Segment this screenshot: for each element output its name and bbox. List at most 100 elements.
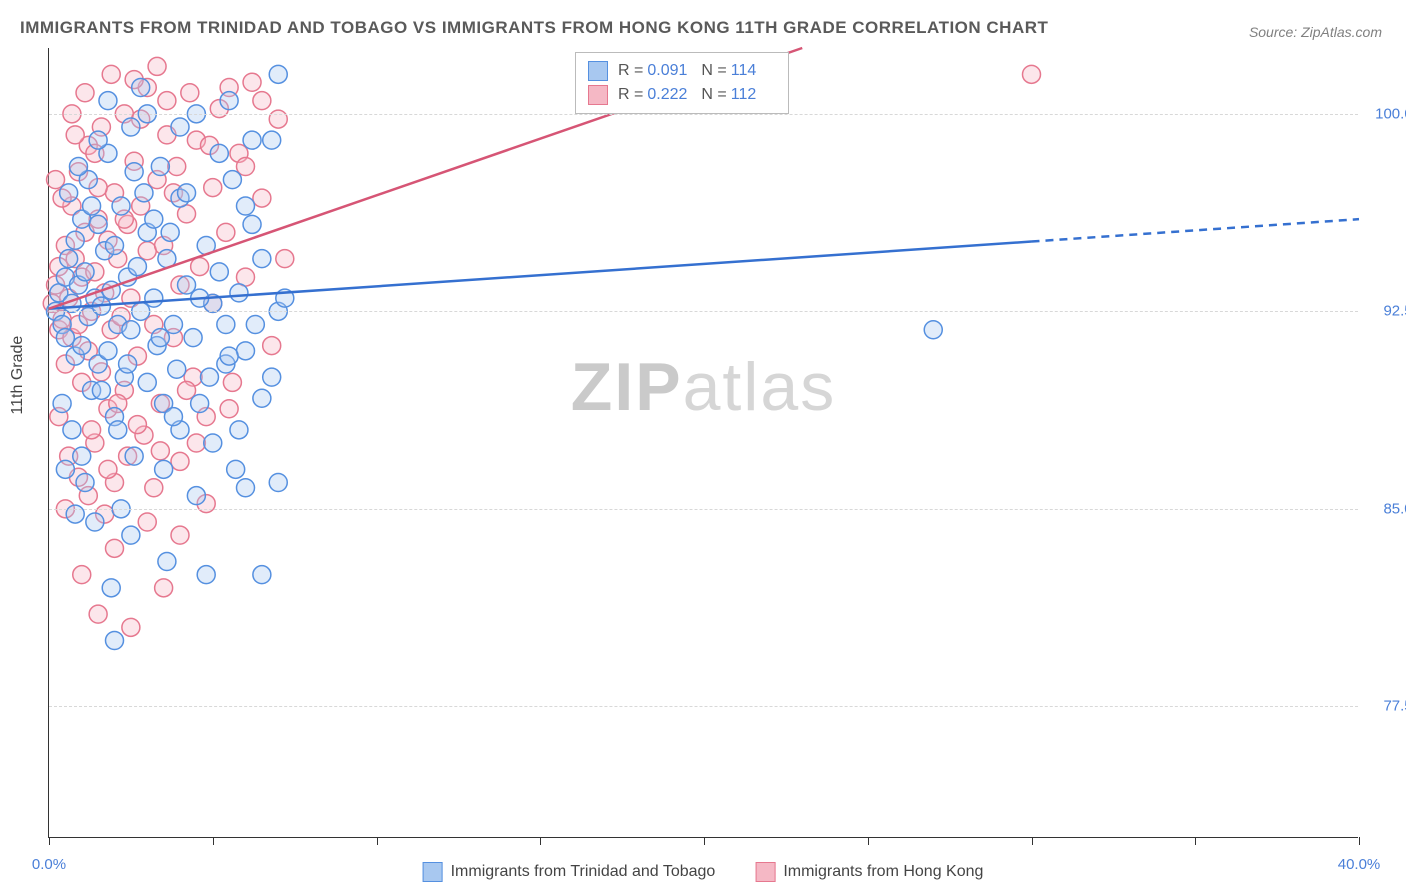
data-point bbox=[138, 373, 156, 391]
data-point bbox=[125, 163, 143, 181]
data-point bbox=[155, 460, 173, 478]
data-point bbox=[253, 250, 271, 268]
data-point bbox=[187, 487, 205, 505]
x-tick-label: 40.0% bbox=[1338, 856, 1381, 873]
legend-label: Immigrants from Hong Kong bbox=[783, 863, 983, 881]
x-tick bbox=[49, 837, 50, 845]
data-point bbox=[106, 237, 124, 255]
data-point bbox=[122, 118, 140, 136]
legend-item: Immigrants from Hong Kong bbox=[755, 862, 983, 882]
data-point bbox=[223, 171, 241, 189]
y-tick-label: 77.5% bbox=[1366, 698, 1406, 715]
data-point bbox=[128, 258, 146, 276]
data-point bbox=[269, 110, 287, 128]
x-tick bbox=[704, 837, 705, 845]
data-point bbox=[66, 231, 84, 249]
data-point bbox=[168, 360, 186, 378]
data-point bbox=[102, 579, 120, 597]
data-point bbox=[56, 329, 74, 347]
data-point bbox=[76, 474, 94, 492]
legend-swatch bbox=[755, 862, 775, 882]
data-point bbox=[158, 92, 176, 110]
data-point bbox=[184, 329, 202, 347]
legend-label: Immigrants from Trinidad and Tobago bbox=[451, 863, 716, 881]
data-point bbox=[263, 131, 281, 149]
data-point bbox=[138, 513, 156, 531]
data-point bbox=[243, 73, 261, 91]
data-point bbox=[99, 342, 117, 360]
data-point bbox=[220, 92, 238, 110]
data-point bbox=[76, 84, 94, 102]
x-tick bbox=[213, 837, 214, 845]
data-point bbox=[269, 65, 287, 83]
data-point bbox=[106, 539, 124, 557]
data-point bbox=[187, 434, 205, 452]
data-point bbox=[246, 316, 264, 334]
data-point bbox=[253, 92, 271, 110]
data-point bbox=[138, 242, 156, 260]
y-tick-label: 92.5% bbox=[1366, 303, 1406, 320]
data-point bbox=[99, 460, 117, 478]
data-point bbox=[204, 434, 222, 452]
data-point bbox=[155, 579, 173, 597]
data-point bbox=[145, 210, 163, 228]
data-point bbox=[73, 566, 91, 584]
y-tick-label: 100.0% bbox=[1366, 105, 1406, 122]
trend-line-dashed bbox=[1032, 219, 1360, 241]
data-point bbox=[237, 342, 255, 360]
data-point bbox=[151, 442, 169, 460]
source-label: Source: ZipAtlas.com bbox=[1249, 24, 1382, 40]
data-point bbox=[269, 474, 287, 492]
data-point bbox=[106, 632, 124, 650]
data-point bbox=[99, 92, 117, 110]
x-tick bbox=[1032, 837, 1033, 845]
data-point bbox=[56, 460, 74, 478]
data-point bbox=[102, 65, 120, 83]
data-point bbox=[151, 158, 169, 176]
data-point bbox=[53, 395, 71, 413]
data-point bbox=[276, 250, 294, 268]
data-point bbox=[220, 347, 238, 365]
data-point bbox=[164, 408, 182, 426]
legend-item: Immigrants from Trinidad and Tobago bbox=[423, 862, 716, 882]
data-point bbox=[200, 368, 218, 386]
data-point bbox=[230, 284, 248, 302]
data-point bbox=[243, 215, 261, 233]
data-point bbox=[73, 447, 91, 465]
data-point bbox=[168, 158, 186, 176]
gridline bbox=[49, 706, 1358, 707]
data-point bbox=[191, 395, 209, 413]
data-point bbox=[191, 258, 209, 276]
data-point bbox=[69, 158, 87, 176]
data-point bbox=[210, 144, 228, 162]
data-point bbox=[119, 355, 137, 373]
data-point bbox=[204, 179, 222, 197]
data-point bbox=[1023, 65, 1041, 83]
data-point bbox=[263, 368, 281, 386]
data-point bbox=[253, 389, 271, 407]
x-tick bbox=[377, 837, 378, 845]
data-point bbox=[109, 421, 127, 439]
chart-plot-area: ZIPatlas 77.5%85.0%92.5%100.0%0.0%40.0% bbox=[48, 48, 1358, 838]
data-point bbox=[253, 566, 271, 584]
series-legend: Immigrants from Trinidad and Tobago Immig… bbox=[423, 862, 984, 882]
legend-swatch bbox=[423, 862, 443, 882]
data-point bbox=[60, 250, 78, 268]
data-point bbox=[217, 223, 235, 241]
data-point bbox=[83, 421, 101, 439]
y-axis-label: 11th Grade bbox=[9, 336, 27, 415]
x-tick bbox=[540, 837, 541, 845]
data-point bbox=[263, 337, 281, 355]
data-point bbox=[86, 513, 104, 531]
data-point bbox=[145, 289, 163, 307]
data-point bbox=[237, 479, 255, 497]
data-point bbox=[66, 126, 84, 144]
data-point bbox=[217, 316, 235, 334]
data-point bbox=[227, 460, 245, 478]
data-point bbox=[89, 131, 107, 149]
chart-title: IMMIGRANTS FROM TRINIDAD AND TOBAGO VS I… bbox=[20, 18, 1048, 38]
data-point bbox=[122, 321, 140, 339]
data-point bbox=[112, 197, 130, 215]
stats-legend: R =0.091N =114R =0.222N =112 bbox=[575, 52, 789, 114]
data-point bbox=[210, 263, 228, 281]
